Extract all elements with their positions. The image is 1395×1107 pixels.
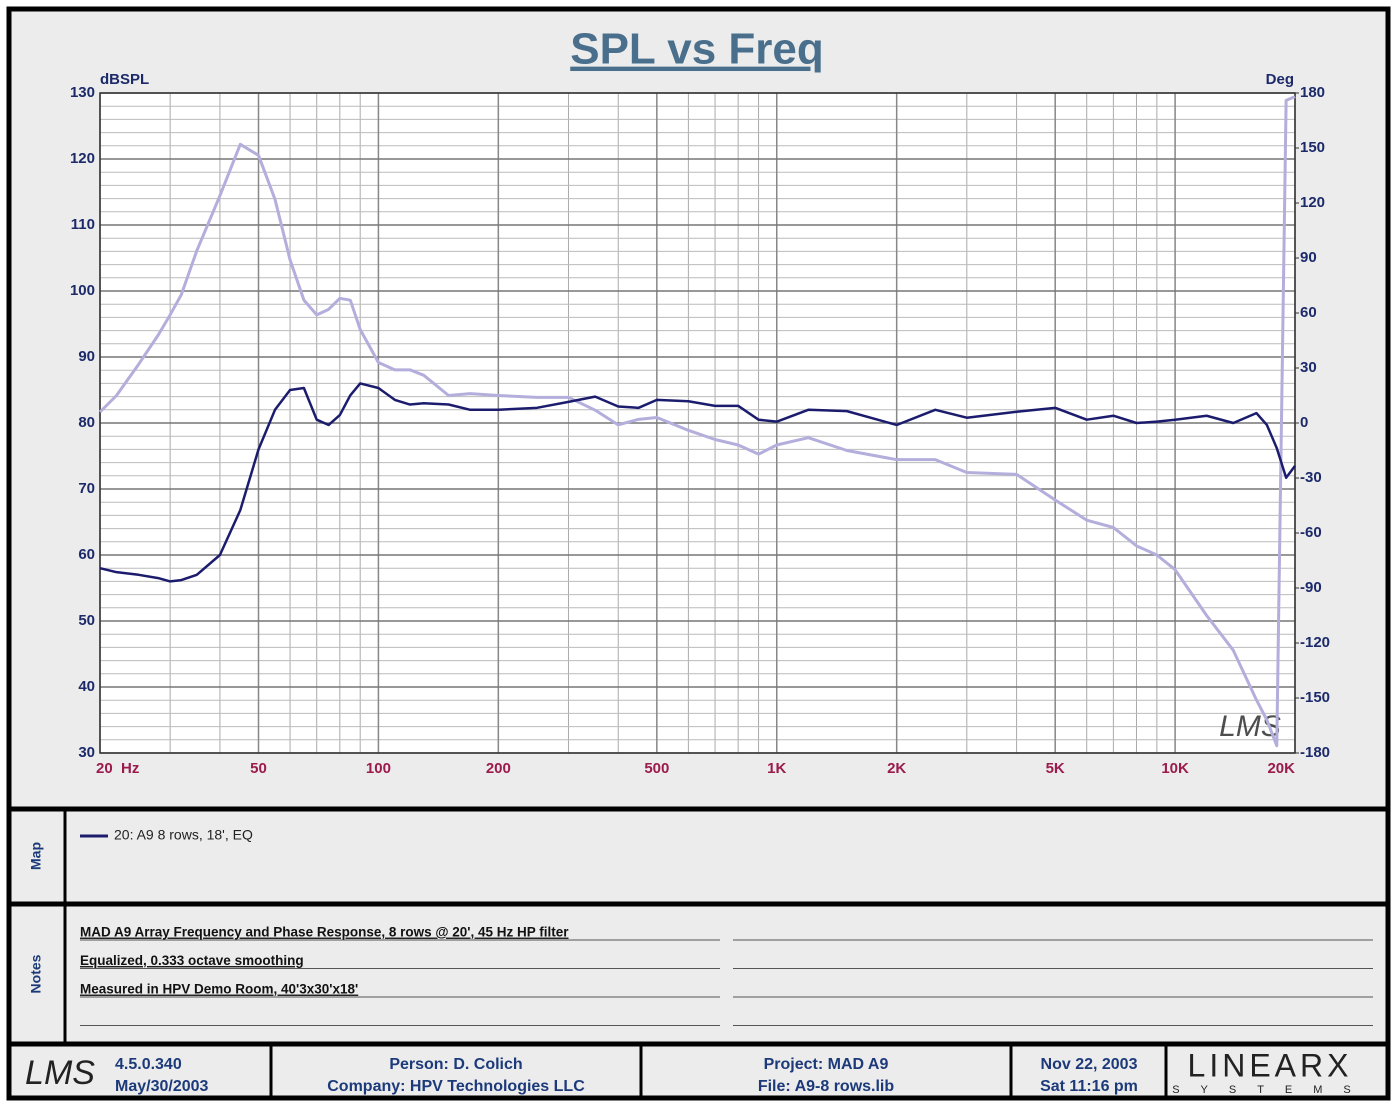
map-title: Map	[28, 842, 44, 870]
watermark: LMS	[1219, 710, 1281, 743]
company: Company: HPV Technologies LLC	[327, 1078, 585, 1095]
x-tick-label: 5K	[1046, 760, 1065, 777]
file: File: A9-8 rows.lib	[758, 1078, 895, 1095]
y-tick-label: 40	[78, 678, 95, 695]
note-line: Equalized, 0.333 octave smoothing	[80, 953, 304, 968]
y2-tick-label: -30	[1300, 469, 1322, 486]
x-tick-label: 500	[644, 760, 669, 777]
series-line	[98, 95, 1296, 748]
y2-tick-label: -60	[1300, 524, 1322, 541]
y-axis-label: dBSPL	[100, 71, 149, 88]
y-tick-label: 90	[78, 348, 95, 365]
y2-tick-label: -150	[1300, 689, 1330, 706]
y2-tick-label: 60	[1300, 304, 1317, 321]
x-tick-label: 20 Hz	[96, 760, 139, 777]
legend-label: 20: A9 8 rows, 18', EQ	[114, 827, 253, 843]
y2-axis-label: Deg	[1266, 71, 1294, 88]
x-tick-label: 50	[250, 760, 267, 777]
note-line: Measured in HPV Demo Room, 40'3x30'x18'	[80, 982, 358, 997]
y-tick-label: 50	[78, 612, 95, 629]
y2-tick-label: -120	[1300, 634, 1330, 651]
note-line: MAD A9 Array Frequency and Phase Respons…	[80, 925, 569, 940]
y-tick-label: 60	[78, 546, 95, 563]
brand-sub: SYSTEMS	[1172, 1084, 1372, 1096]
x-tick-label: 2K	[887, 760, 906, 777]
series-line	[99, 382, 1297, 583]
brand: LINEARX	[1188, 1047, 1353, 1083]
x-tick-label: 100	[366, 760, 391, 777]
notes-title: Notes	[28, 954, 44, 993]
notes: MAD A9 Array Frequency and Phase Respons…	[80, 925, 1373, 1026]
y-tick-label: 120	[70, 150, 95, 167]
chart-title: SPL vs Freq	[570, 25, 824, 74]
footer-logo: LMS	[25, 1054, 95, 1092]
y2-tick-label: 30	[1300, 359, 1317, 376]
y2-tick-label: 180	[1300, 84, 1325, 101]
y2-tick-label: 150	[1300, 139, 1325, 156]
y2-tick-label: 120	[1300, 194, 1325, 211]
y-tick-label: 110	[71, 216, 95, 233]
y2-tick-label: -90	[1300, 579, 1322, 596]
project: Project: MAD A9	[764, 1056, 889, 1073]
y2-tick-label: 0	[1300, 414, 1308, 431]
x-tick-label: 10K	[1161, 760, 1189, 777]
time: Sat 11:16 pm	[1040, 1078, 1138, 1095]
y-tick-label: 80	[78, 414, 95, 431]
x-tick-label: 200	[486, 760, 511, 777]
version-date: May/30/2003	[115, 1078, 209, 1095]
x-tick-label: 1K	[767, 760, 786, 777]
version: 4.5.0.340	[115, 1056, 182, 1073]
x-tick-label: 20K	[1267, 760, 1295, 777]
y-tick-label: 100	[70, 282, 95, 299]
legend: 20: A9 8 rows, 18', EQ	[80, 827, 253, 843]
y-tick-label: 70	[78, 480, 95, 497]
y-tick-label: 130	[70, 84, 95, 101]
y2-tick-label: -180	[1300, 744, 1330, 761]
y-tick-label: 30	[78, 744, 95, 761]
person: Person: D. Colich	[389, 1056, 522, 1073]
y2-tick-label: 90	[1300, 249, 1317, 266]
date: Nov 22, 2003	[1041, 1056, 1138, 1073]
